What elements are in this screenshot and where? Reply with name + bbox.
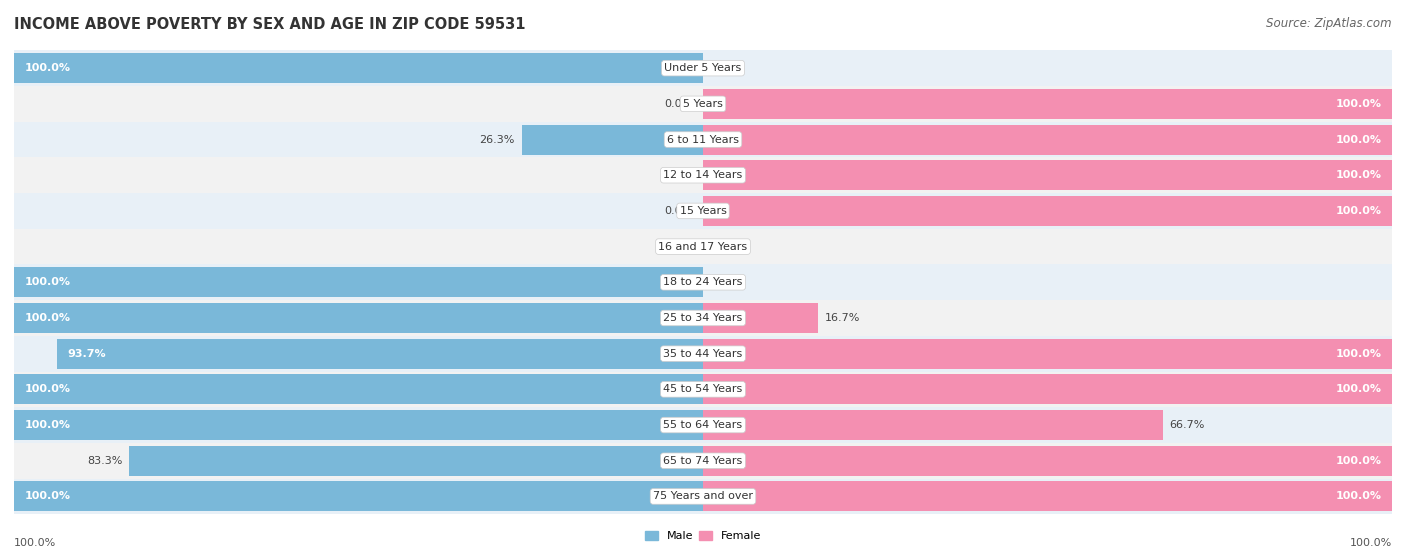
Bar xyxy=(14,86,1392,122)
Text: INCOME ABOVE POVERTY BY SEX AND AGE IN ZIP CODE 59531: INCOME ABOVE POVERTY BY SEX AND AGE IN Z… xyxy=(14,17,526,32)
Bar xyxy=(703,89,1392,119)
Text: 12 to 14 Years: 12 to 14 Years xyxy=(664,170,742,180)
Bar xyxy=(14,410,703,440)
Text: 18 to 24 Years: 18 to 24 Years xyxy=(664,277,742,287)
Text: 65 to 74 Years: 65 to 74 Years xyxy=(664,456,742,466)
Bar xyxy=(14,300,1392,336)
Bar xyxy=(14,229,1392,264)
Bar xyxy=(522,125,703,154)
Text: 100.0%: 100.0% xyxy=(24,420,70,430)
Legend: Male, Female: Male, Female xyxy=(640,527,766,546)
Text: 26.3%: 26.3% xyxy=(479,135,515,145)
Text: 55 to 64 Years: 55 to 64 Years xyxy=(664,420,742,430)
Bar xyxy=(14,407,1392,443)
Bar xyxy=(703,125,1392,154)
Text: 25 to 34 Years: 25 to 34 Years xyxy=(664,313,742,323)
Text: 93.7%: 93.7% xyxy=(67,349,107,359)
Text: 100.0%: 100.0% xyxy=(1336,385,1382,394)
Text: 100.0%: 100.0% xyxy=(24,491,70,501)
Bar xyxy=(14,193,1392,229)
Text: Under 5 Years: Under 5 Years xyxy=(665,63,741,73)
Text: 16.7%: 16.7% xyxy=(825,313,860,323)
Text: 75 Years and over: 75 Years and over xyxy=(652,491,754,501)
Bar xyxy=(703,410,1163,440)
Text: 100.0%: 100.0% xyxy=(1336,349,1382,359)
Bar xyxy=(703,196,1392,226)
Text: Source: ZipAtlas.com: Source: ZipAtlas.com xyxy=(1267,17,1392,30)
Text: 100.0%: 100.0% xyxy=(1336,206,1382,216)
Text: 5 Years: 5 Years xyxy=(683,99,723,109)
Text: 0.0%: 0.0% xyxy=(713,241,741,252)
Text: 100.0%: 100.0% xyxy=(24,385,70,394)
Text: 15 Years: 15 Years xyxy=(679,206,727,216)
Bar xyxy=(14,264,1392,300)
Bar xyxy=(58,339,703,369)
Text: 0.0%: 0.0% xyxy=(665,241,693,252)
Bar xyxy=(14,267,703,297)
Text: 66.7%: 66.7% xyxy=(1170,420,1205,430)
Text: 0.0%: 0.0% xyxy=(665,206,693,216)
Bar xyxy=(14,122,1392,158)
Bar xyxy=(703,446,1392,476)
Text: 0.0%: 0.0% xyxy=(665,99,693,109)
Bar xyxy=(14,443,1392,479)
Text: 100.0%: 100.0% xyxy=(1336,491,1382,501)
Bar xyxy=(14,479,1392,514)
Text: 100.0%: 100.0% xyxy=(14,538,56,548)
Bar xyxy=(14,158,1392,193)
Bar xyxy=(14,303,703,333)
Text: 100.0%: 100.0% xyxy=(24,63,70,73)
Text: 100.0%: 100.0% xyxy=(24,313,70,323)
Bar xyxy=(14,53,703,83)
Text: 0.0%: 0.0% xyxy=(665,170,693,180)
Bar xyxy=(14,375,703,404)
Text: 0.0%: 0.0% xyxy=(713,277,741,287)
Bar xyxy=(129,446,703,476)
Text: 0.0%: 0.0% xyxy=(713,63,741,73)
Bar xyxy=(14,481,703,511)
Bar xyxy=(703,160,1392,190)
Text: 100.0%: 100.0% xyxy=(1336,456,1382,466)
Bar xyxy=(14,336,1392,372)
Text: 100.0%: 100.0% xyxy=(1336,99,1382,109)
Bar xyxy=(703,375,1392,404)
Text: 16 and 17 Years: 16 and 17 Years xyxy=(658,241,748,252)
Text: 45 to 54 Years: 45 to 54 Years xyxy=(664,385,742,394)
Text: 100.0%: 100.0% xyxy=(1350,538,1392,548)
Text: 100.0%: 100.0% xyxy=(24,277,70,287)
Bar xyxy=(14,50,1392,86)
Text: 35 to 44 Years: 35 to 44 Years xyxy=(664,349,742,359)
Text: 6 to 11 Years: 6 to 11 Years xyxy=(666,135,740,145)
Text: 100.0%: 100.0% xyxy=(1336,135,1382,145)
Text: 83.3%: 83.3% xyxy=(87,456,122,466)
Text: 100.0%: 100.0% xyxy=(1336,170,1382,180)
Bar xyxy=(703,303,818,333)
Bar xyxy=(703,481,1392,511)
Bar xyxy=(703,339,1392,369)
Bar xyxy=(14,372,1392,407)
